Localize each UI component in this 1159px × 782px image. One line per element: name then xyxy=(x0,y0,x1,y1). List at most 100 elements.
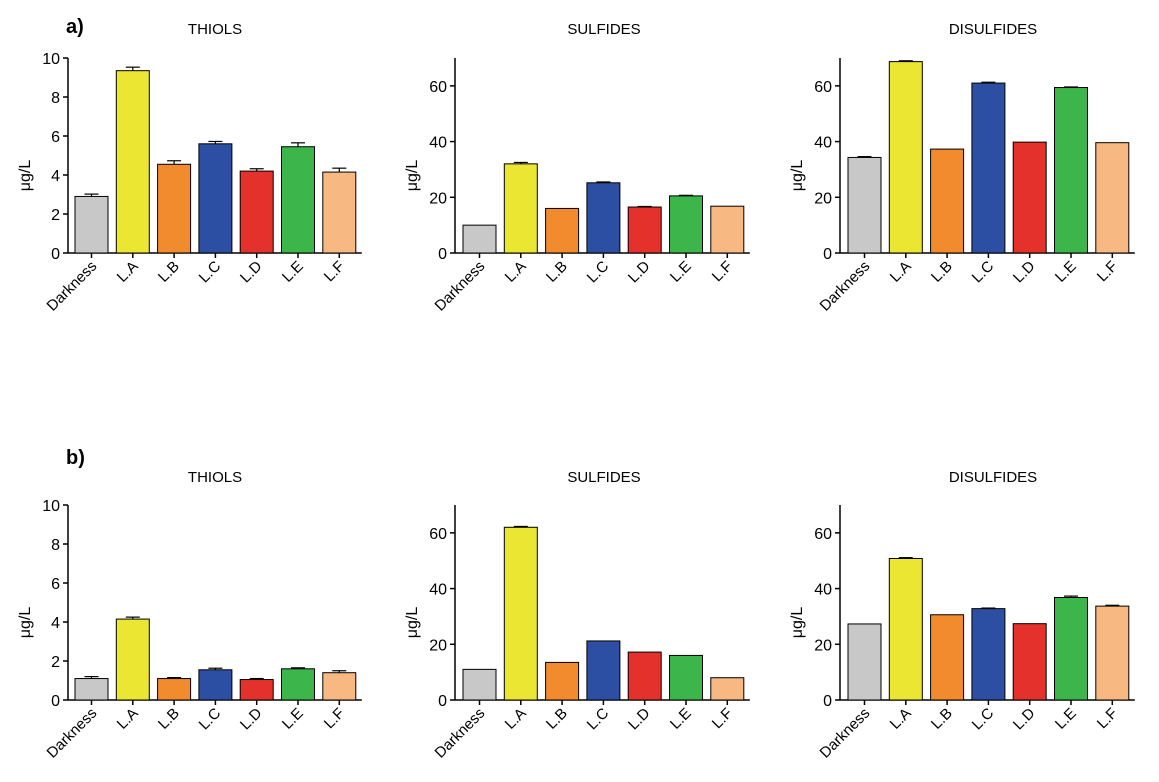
y-tick-label: 60 xyxy=(429,526,447,543)
bar-lc xyxy=(971,82,1006,254)
bar-lb xyxy=(930,614,965,701)
x-tick-label: L.F xyxy=(709,258,736,285)
x-tick-label: L.F xyxy=(709,705,736,732)
y-tick-label: 0 xyxy=(51,693,60,710)
y-axis-label: μg/L xyxy=(404,160,421,192)
bar-le xyxy=(281,668,315,701)
x-tick-label: L.B xyxy=(928,258,956,286)
y-axis-label: μg/L xyxy=(789,607,806,639)
chart-b-disulfides: DISULFIDES μg/L 0 20 40 60 Darkness L.A L.B L.C L.… xyxy=(789,469,1135,762)
bar-ld xyxy=(1012,623,1047,701)
chart-b-sulfides: SULFIDES μg/L 0 20 40 60 Darkness L.A L.B L.C L.D L… xyxy=(404,469,750,762)
bar-le xyxy=(669,195,703,254)
bar-lb xyxy=(545,661,580,701)
y-tick-label: 40 xyxy=(429,582,447,599)
bar-le xyxy=(669,654,703,701)
y-tick-label: 2 xyxy=(51,654,60,671)
bar-lc xyxy=(971,608,1006,701)
y-tick-label: 10 xyxy=(42,498,60,515)
bar-ld xyxy=(239,679,274,701)
bar-le xyxy=(1054,596,1088,701)
x-tick-label: L.A xyxy=(502,258,530,286)
x-tick-label: L.B xyxy=(543,258,571,286)
bar-darkness xyxy=(74,195,109,254)
x-tick-label: L.E xyxy=(279,705,307,733)
bar-lb xyxy=(545,207,580,254)
chart-title: DISULFIDES xyxy=(949,21,1037,38)
x-tick-label: L.D xyxy=(1010,705,1039,734)
x-tick-label: Darkness xyxy=(44,258,101,315)
x-tick-label: L.C xyxy=(196,705,225,734)
chart-a-sulfides: SULFIDES μg/L 0 20 40 60 Darkness L.A L.B L.C L.D L… xyxy=(404,21,750,315)
x-tick-label: Darkness xyxy=(432,705,489,762)
x-tick-label: L.A xyxy=(114,258,142,286)
y-tick-label: 20 xyxy=(429,190,447,207)
y-axis-label: μg/L xyxy=(17,607,34,639)
y-tick-label: 4 xyxy=(51,615,60,632)
x-tick-label: L.F xyxy=(321,258,348,285)
x-tick-label: L.A xyxy=(114,705,142,733)
bar-ld xyxy=(239,170,274,254)
bar-lc xyxy=(586,182,621,254)
y-tick-label: 6 xyxy=(51,576,60,593)
x-tick-label: L.C xyxy=(969,705,998,734)
y-tick-label: 8 xyxy=(51,537,60,554)
bar-la xyxy=(115,70,150,254)
bar-lf xyxy=(322,672,357,701)
x-tick-label: L.A xyxy=(887,258,915,286)
x-tick-label: L.D xyxy=(237,705,266,734)
y-tick-label: 0 xyxy=(438,693,447,710)
bar-lf xyxy=(1095,142,1130,254)
chart-title: SULFIDES xyxy=(567,469,640,486)
x-tick-label: L.D xyxy=(237,258,266,287)
bar-lf xyxy=(710,677,745,701)
bar-lb xyxy=(157,678,192,701)
bar-la xyxy=(888,557,923,701)
bar-darkness xyxy=(462,224,497,254)
x-tick-label: L.D xyxy=(625,258,654,287)
y-tick-label: 40 xyxy=(814,135,832,152)
chart-title: DISULFIDES xyxy=(949,469,1037,486)
x-tick-label: L.E xyxy=(667,258,695,286)
y-axis-label: μg/L xyxy=(789,160,806,192)
x-tick-label: L.B xyxy=(543,705,571,733)
chart-title: THIOLS xyxy=(188,21,242,38)
y-tick-label: 0 xyxy=(823,693,832,710)
x-tick-label: L.B xyxy=(928,705,956,733)
chart-title: SULFIDES xyxy=(567,21,640,38)
x-tick-label: L.C xyxy=(584,258,613,287)
bar-le xyxy=(1054,87,1088,254)
x-tick-label: L.E xyxy=(667,705,695,733)
panel-label-a: a) xyxy=(66,16,84,38)
y-tick-label: 2 xyxy=(51,207,60,224)
chart-a-thiols: THIOLS μg/L 0 2 4 6 8 10 Darkness L.A L.B L.C L.D L.E… xyxy=(17,21,362,315)
y-tick-label: 4 xyxy=(51,168,60,185)
x-tick-label: L.F xyxy=(321,705,348,732)
y-tick-label: 20 xyxy=(429,637,447,654)
x-tick-label: Darkness xyxy=(817,258,874,315)
bar-ld xyxy=(627,651,662,701)
x-tick-label: Darkness xyxy=(432,258,489,315)
x-tick-label: L.C xyxy=(196,258,225,287)
bar-darkness xyxy=(74,678,109,701)
y-tick-label: 40 xyxy=(814,582,832,599)
y-tick-label: 60 xyxy=(429,79,447,96)
bar-lc xyxy=(586,640,621,701)
x-tick-label: L.E xyxy=(1052,258,1080,286)
y-tick-label: 20 xyxy=(814,190,832,207)
y-tick-label: 8 xyxy=(51,90,60,107)
y-tick-label: 20 xyxy=(814,637,832,654)
bar-darkness xyxy=(847,623,882,701)
y-tick-label: 40 xyxy=(429,135,447,152)
y-tick-label: 0 xyxy=(438,246,447,263)
x-tick-label: Darkness xyxy=(817,705,874,762)
bar-le xyxy=(281,146,315,254)
bar-la xyxy=(888,61,923,254)
bar-la xyxy=(115,618,150,701)
y-tick-label: 0 xyxy=(51,246,60,263)
bar-la xyxy=(503,163,538,254)
bar-lf xyxy=(710,205,745,254)
bar-ld xyxy=(627,206,662,254)
x-tick-label: L.F xyxy=(1094,258,1121,285)
x-tick-label: L.D xyxy=(1010,258,1039,287)
